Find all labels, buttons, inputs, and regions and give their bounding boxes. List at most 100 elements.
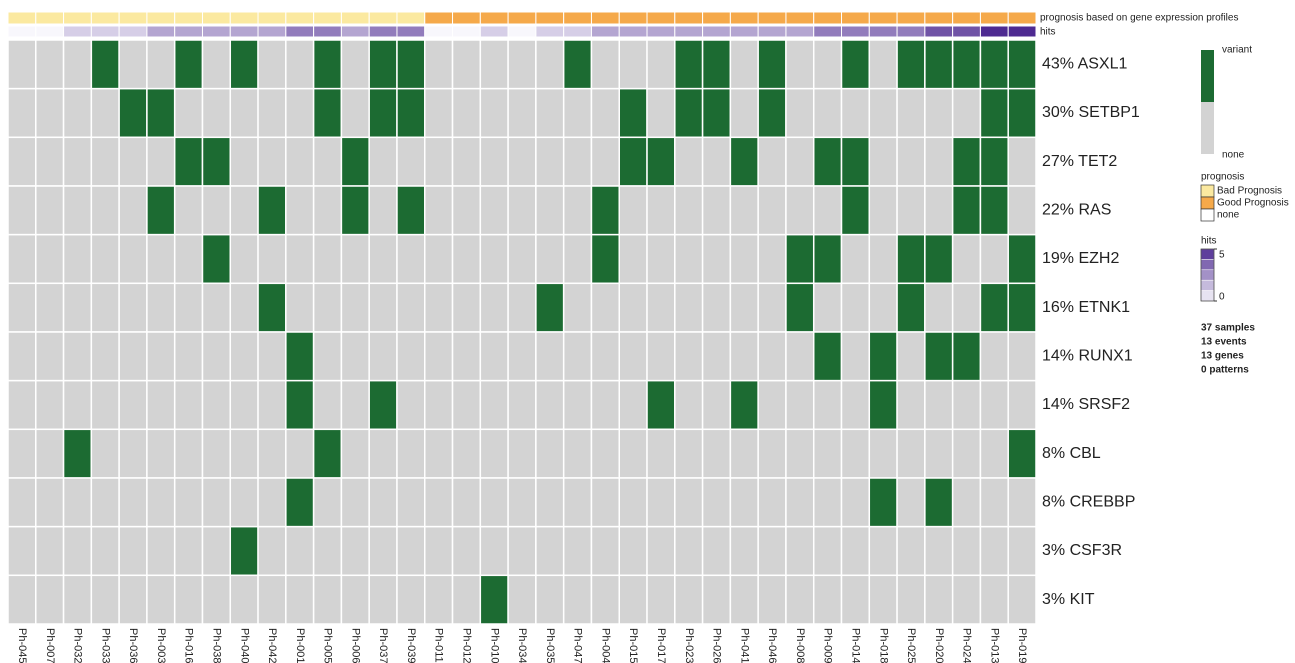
mutation-cell [812,525,843,577]
mutation-cell [479,87,509,139]
mutation-cell [257,525,287,577]
mutation-cell [368,185,398,236]
hits-cell [257,25,287,38]
mutation-cell [118,331,148,382]
mutation-cell [896,525,926,577]
prognosis-cell [424,11,454,25]
mutation-cell [701,39,732,90]
mutation-cell [90,185,120,236]
mutation-cell [979,477,1009,528]
mutation-cell [118,477,148,528]
prognosis-cell [646,11,676,25]
mutation-cell [7,428,37,479]
mutation-cell [840,331,871,382]
sample-label: Ph-040 [238,628,250,663]
mutation-cell [757,87,787,139]
sample-label: Ph-012 [461,628,473,663]
mutation-cell [257,136,287,187]
mutation-cell [312,525,343,577]
mutation-cell [562,331,593,382]
hits-cell [813,25,843,38]
stat: 13 genes [1201,351,1244,362]
sample-label: Ph-020 [933,628,945,663]
prognosis-cell [340,11,370,25]
prognosis-cell [702,11,731,25]
mutation-cell [562,136,593,187]
mutation-cell [535,233,565,285]
mutation-cell [590,136,620,187]
sample-label: Ph-005 [322,628,334,663]
prognosis-cell [924,11,954,25]
hits-legend-label: 0 [1219,292,1225,303]
mutation-cell [340,185,370,236]
mutation-cell [896,379,926,431]
mutation-cell [340,87,370,139]
prognosis-track-title: prognosis based on gene expression profi… [1040,13,1238,24]
prognosis-cell [1007,11,1037,25]
mutation-cell [146,39,176,90]
prognosis-cell [35,11,65,25]
mutation-cell [868,477,898,528]
hits-cell [507,25,537,38]
mutation-cell [757,477,787,528]
sample-label: Ph-019 [1016,628,1028,663]
hits-cell [174,25,203,38]
sample-label: Ph-001 [294,628,306,663]
mutation-cell [340,233,370,285]
mutation-cell [62,233,93,285]
mutation-cell [896,331,926,382]
mutation-cell [590,574,620,625]
mutation-cell [312,477,343,528]
mutation-cell [646,477,676,528]
mutation-cell [729,331,759,382]
prognosis-cell [757,11,787,25]
mutation-cell [590,331,620,382]
mutation-cell [924,428,954,479]
legend-label: variant [1222,45,1252,56]
hits-cell [7,25,37,38]
mutation-cell [507,428,537,479]
gene-label: 8% CBL [1042,445,1101,462]
mutation-cell [590,282,620,333]
mutation-cell [1007,185,1037,236]
mutation-cell [368,525,398,577]
mutation-cell [62,136,93,187]
mutation-cell [479,185,509,236]
prognosis-cell [90,11,120,25]
mutation-cell [868,185,898,236]
mutation-cell [979,39,1009,90]
mutation-cell [35,39,65,90]
mutation-cell [90,282,120,333]
stat: 13 events [1201,337,1247,348]
mutation-cell [173,136,204,187]
hits-cell [785,25,815,38]
mutation-cell [451,136,482,187]
mutation-cell [562,574,593,625]
hits-cell [896,25,926,38]
sample-label: Ph-032 [72,628,84,663]
mutation-cell [729,233,759,285]
mutation-cell [729,574,759,625]
sample-label: Ph-003 [155,628,167,663]
gene-label: 14% SRSF2 [1042,396,1130,413]
hits-cell [535,25,565,38]
sample-label: Ph-025 [905,628,917,663]
mutation-cell [840,477,871,528]
sample-label: Ph-039 [405,628,417,663]
mutation-cell [840,136,871,187]
mutation-cell [479,428,509,479]
mutation-cell [979,87,1009,139]
mutation-cell [562,87,593,139]
prognosis-cell [896,11,926,25]
mutation-cell [646,525,676,577]
stat: 0 patterns [1201,365,1249,376]
mutation-cell [924,331,954,382]
sample-label: Ph-041 [738,628,750,663]
mutation-cell [1007,379,1037,431]
mutation-cell [62,87,93,139]
mutation-cell [396,233,426,285]
mutation-cell [757,525,787,577]
mutation-cell [896,477,926,528]
mutation-cell [7,574,37,625]
hits-legend-step [1200,279,1215,291]
